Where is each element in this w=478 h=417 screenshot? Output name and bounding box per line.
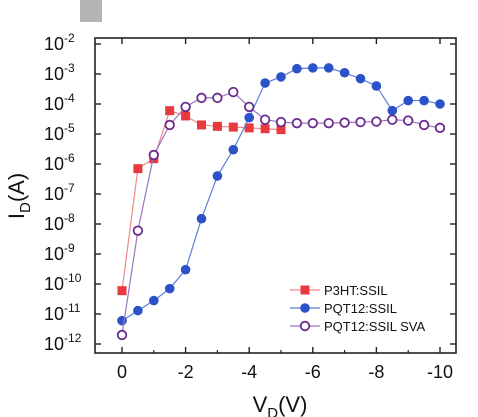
data-point bbox=[276, 72, 286, 82]
series-line bbox=[121, 109, 282, 291]
data-point bbox=[117, 286, 127, 296]
legend-item: PQT12:SSIL bbox=[290, 301, 397, 316]
data-point bbox=[323, 117, 334, 129]
y-tick-label: 10-9 bbox=[44, 241, 75, 264]
legend-label: PQT12:SSIL SVA bbox=[324, 319, 425, 334]
x-tick-label: -4 bbox=[241, 362, 257, 382]
y-tick-label: 10-5 bbox=[44, 121, 75, 144]
data-point bbox=[132, 225, 144, 236]
y-axis-title: ID(A) bbox=[4, 173, 34, 219]
data-point bbox=[371, 116, 382, 127]
data-point bbox=[243, 101, 255, 113]
data-point bbox=[403, 115, 414, 126]
x-tick-label: -2 bbox=[178, 362, 194, 382]
data-point bbox=[403, 95, 414, 106]
x-tick-label: -6 bbox=[305, 362, 321, 382]
data-point bbox=[133, 305, 143, 316]
y-tick-label: 10-10 bbox=[44, 271, 82, 294]
data-point bbox=[196, 92, 207, 104]
legend-marker bbox=[300, 303, 310, 313]
data-point bbox=[355, 116, 366, 128]
data-point bbox=[275, 116, 287, 128]
data-point bbox=[291, 117, 303, 129]
data-point bbox=[197, 120, 206, 130]
data-point bbox=[212, 171, 223, 181]
y-tick-label: 10-2 bbox=[44, 31, 75, 54]
x-axis: 0 -2 -4 -6 -8 -10 bbox=[117, 38, 453, 382]
data-point bbox=[371, 81, 382, 91]
x-axis-title: VD(V) bbox=[253, 392, 308, 417]
data-point bbox=[260, 78, 270, 88]
legend-marker bbox=[299, 320, 311, 332]
data-point bbox=[149, 295, 159, 306]
x-tick-label: 0 bbox=[117, 362, 127, 382]
y-tick-label: 10-12 bbox=[44, 331, 82, 354]
data-point bbox=[323, 63, 334, 73]
data-point bbox=[133, 164, 143, 174]
data-point bbox=[180, 264, 191, 275]
y-tick-label: 10-3 bbox=[44, 61, 75, 84]
x-tick-label: -10 bbox=[427, 362, 453, 382]
data-point bbox=[116, 329, 128, 341]
data-point bbox=[292, 63, 302, 74]
data-point bbox=[276, 125, 286, 135]
data-point bbox=[339, 117, 350, 128]
series-layer bbox=[116, 63, 446, 341]
data-point bbox=[117, 315, 127, 326]
data-point bbox=[164, 283, 175, 294]
data-point bbox=[165, 106, 175, 116]
data-point bbox=[228, 144, 239, 155]
legend-label: PQT12:SSIL bbox=[324, 301, 397, 316]
y-tick-label: 10-11 bbox=[44, 301, 81, 324]
data-point bbox=[196, 213, 207, 224]
legend-marker bbox=[300, 285, 310, 295]
series-pqt12-ssil-sva bbox=[116, 86, 446, 341]
legend-item: P3HT:SSIL bbox=[290, 283, 388, 298]
series-pqt12-ssil bbox=[117, 63, 445, 326]
data-point bbox=[419, 95, 429, 106]
series-p3ht-ssil bbox=[117, 106, 286, 296]
y-tick-label: 10-6 bbox=[44, 151, 75, 174]
data-point bbox=[228, 122, 238, 132]
data-point bbox=[212, 92, 223, 104]
legend-label: P3HT:SSIL bbox=[324, 283, 388, 298]
data-point bbox=[355, 73, 366, 84]
data-point bbox=[259, 114, 271, 125]
data-point bbox=[434, 122, 446, 134]
data-point bbox=[339, 67, 350, 78]
x-tick-label: -8 bbox=[368, 362, 384, 382]
data-point bbox=[148, 149, 160, 161]
series-line bbox=[121, 67, 441, 322]
data-point bbox=[181, 111, 191, 121]
data-point bbox=[387, 105, 398, 116]
cropped-panel-label bbox=[80, 0, 102, 22]
y-tick-label: 10-8 bbox=[44, 211, 75, 234]
data-point bbox=[244, 112, 254, 123]
data-point bbox=[164, 119, 175, 131]
data-point bbox=[308, 63, 318, 73]
plot-frame bbox=[94, 37, 457, 354]
data-point bbox=[244, 123, 254, 133]
data-point bbox=[260, 124, 270, 134]
plot-area bbox=[94, 37, 457, 354]
y-tick-label: 10-7 bbox=[44, 181, 75, 204]
data-point bbox=[435, 99, 445, 109]
legend-item: PQT12:SSIL SVA bbox=[290, 319, 425, 334]
data-point bbox=[387, 114, 398, 125]
y-tick-label: 10-4 bbox=[44, 91, 75, 114]
data-point bbox=[212, 121, 222, 131]
data-point bbox=[307, 117, 319, 129]
data-point bbox=[228, 86, 239, 98]
data-point bbox=[418, 119, 430, 131]
data-point bbox=[180, 101, 191, 113]
legend: P3HT:SSIL PQT12:SSIL PQT12:SSIL SVA bbox=[290, 283, 425, 334]
